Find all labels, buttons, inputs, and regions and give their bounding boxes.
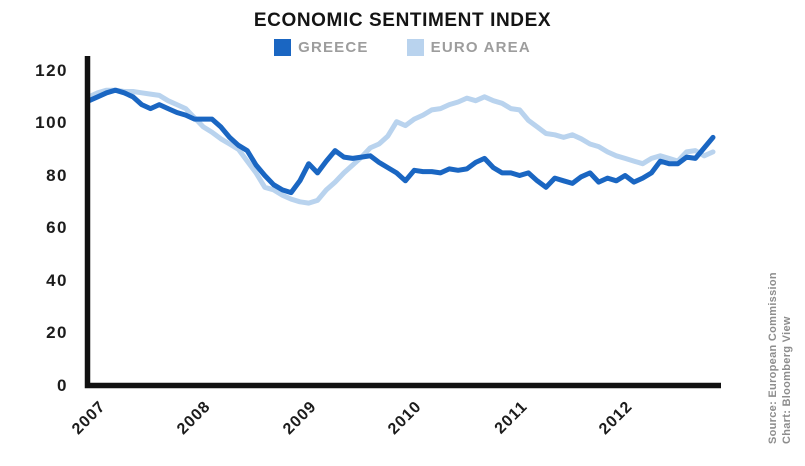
- y-axis-label: 40: [46, 270, 68, 290]
- y-axis-label: 0: [57, 375, 68, 395]
- legend-item-greece: GREECE: [274, 39, 369, 56]
- y-axis-label: 20: [46, 323, 68, 342]
- legend-item-euro-area: EURO AREA: [406, 39, 531, 56]
- legend-label-greece: GREECE: [298, 39, 369, 56]
- source-line: Source: European Commission: [767, 272, 779, 444]
- greece-line: [86, 87, 716, 196]
- y-axis-label: 120: [35, 60, 68, 80]
- euro-area-swatch-icon: [406, 39, 424, 56]
- greece-swatch-icon: [274, 39, 292, 56]
- y-axis-label: 80: [46, 165, 68, 185]
- euro-area-line: [86, 87, 716, 206]
- chart-title: ECONOMIC SENTIMENT INDEX: [253, 10, 552, 31]
- y-axis-label: 100: [35, 113, 68, 132]
- source-credit: Source: European Commission Chart: Bloom…: [766, 272, 794, 444]
- y-axis-label: 60: [46, 218, 68, 237]
- chart-credit-line: Chart: Bloomberg View: [781, 316, 793, 444]
- axes: [84, 56, 721, 389]
- legend-label-euro-area: EURO AREA: [430, 39, 531, 56]
- legend: GREECE EURO AREA: [0, 39, 805, 56]
